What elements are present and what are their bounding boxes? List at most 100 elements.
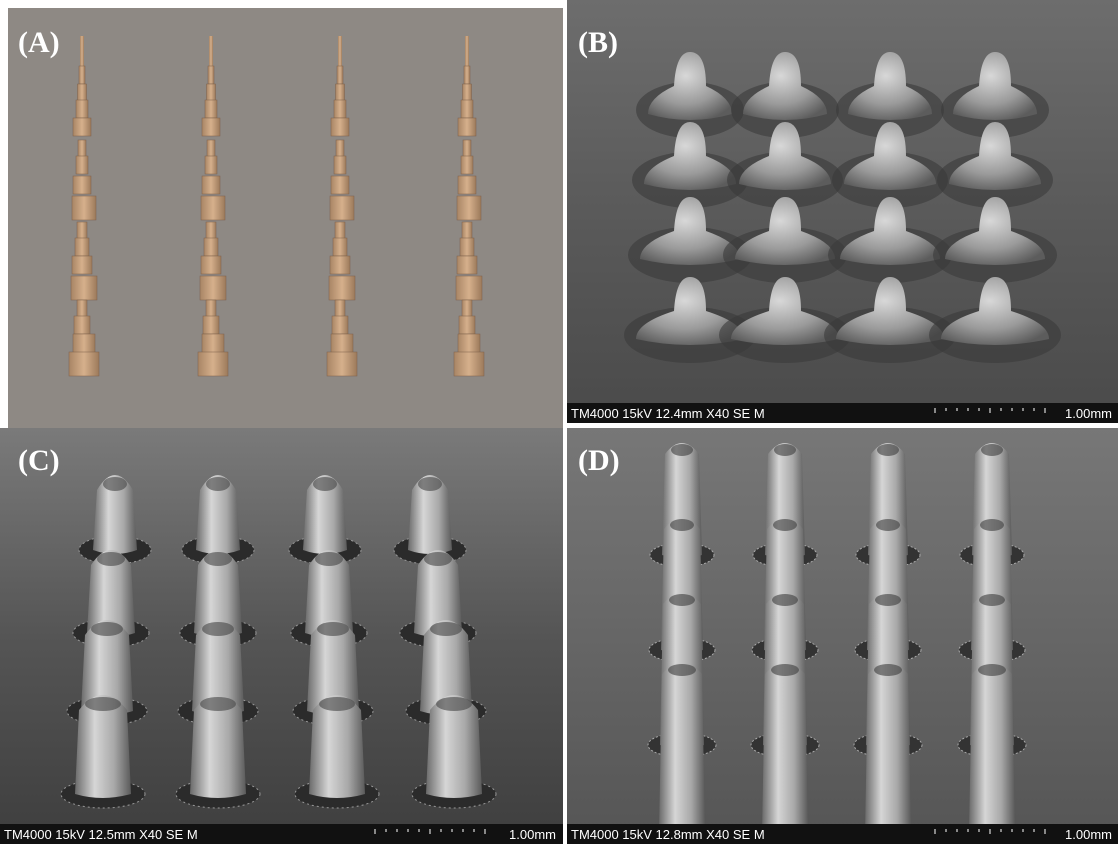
needle-step	[329, 276, 355, 300]
pillar	[659, 663, 705, 838]
scale-text: 1.00mm	[1065, 406, 1112, 421]
needle-step	[461, 100, 473, 118]
needle-tip	[209, 36, 213, 66]
pillar-tip	[877, 444, 899, 456]
needle-step	[204, 238, 218, 256]
pillar-tip	[430, 622, 462, 636]
needle-step	[458, 118, 476, 136]
needle-step	[334, 100, 346, 118]
pillar	[762, 663, 808, 838]
needle-step	[457, 256, 477, 274]
pillar-tip	[979, 594, 1005, 606]
needle-step	[458, 176, 476, 194]
needle-step	[459, 316, 475, 334]
needle-step	[462, 222, 472, 240]
needle-step	[457, 196, 481, 220]
needle-step	[71, 276, 97, 300]
pillar-tip	[202, 622, 234, 636]
needle-step	[72, 196, 96, 220]
info-text: TM4000 15kV 12.8mm X40 SE M	[571, 827, 765, 842]
pillar-tip	[313, 477, 337, 491]
needle-step	[201, 196, 225, 220]
info-text: TM4000 15kV 12.5mm X40 SE M	[4, 827, 198, 842]
figure: (A) (B) (C) (D) TM4000 15kV 12.4mm X40 S…	[0, 0, 1118, 844]
needle-step	[463, 140, 471, 158]
needle-step	[77, 300, 87, 318]
needle-step	[202, 118, 220, 136]
pillar-tip	[668, 664, 696, 676]
pillar-tip	[97, 552, 125, 566]
needle-step	[336, 84, 345, 102]
pillar-tip	[978, 664, 1006, 676]
needle-step	[327, 352, 357, 376]
pillar	[969, 663, 1015, 838]
pillar-tip	[319, 697, 355, 711]
pillar	[865, 663, 911, 838]
needle-step	[205, 100, 217, 118]
needle-step	[460, 238, 474, 256]
needle-step	[69, 352, 99, 376]
needle-tip	[80, 36, 84, 66]
panel-label: (B)	[578, 26, 618, 59]
needle-step	[332, 316, 348, 334]
needle-step	[74, 316, 90, 334]
pillar-tip	[670, 519, 694, 531]
needle-step	[73, 118, 91, 136]
needle-step	[335, 222, 345, 240]
panel-label: (C)	[18, 444, 60, 477]
pillar-tip	[773, 519, 797, 531]
needle-step	[203, 316, 219, 334]
needle-step	[76, 100, 88, 118]
needle-step	[206, 222, 216, 240]
pillar-tip	[91, 622, 123, 636]
info-text: TM4000 15kV 12.4mm X40 SE M	[571, 406, 765, 421]
needle-step	[79, 66, 85, 84]
pillar-tip	[669, 594, 695, 606]
pillar-tip	[315, 552, 343, 566]
pillar-tip	[206, 477, 230, 491]
needle-step	[462, 300, 472, 318]
needle-step	[461, 156, 473, 174]
needle-step	[75, 238, 89, 256]
pillar-tip	[980, 519, 1004, 531]
needle-step	[330, 256, 350, 274]
needle-tip	[338, 36, 342, 66]
needle-step	[72, 256, 92, 274]
needle-step	[331, 118, 349, 136]
pillar-tip	[85, 697, 121, 711]
pillar-tip	[876, 519, 900, 531]
pillar-tip	[200, 697, 236, 711]
needle-step	[335, 300, 345, 318]
needle-step	[331, 176, 349, 194]
pillar-tip	[317, 622, 349, 636]
panel-b-bg	[567, 0, 1118, 423]
needle-step	[76, 156, 88, 174]
needle-step	[202, 176, 220, 194]
pillar-tip	[771, 664, 799, 676]
needle-step	[78, 84, 87, 102]
needle-step	[205, 156, 217, 174]
needle-step	[336, 140, 344, 158]
panel-label: (D)	[578, 444, 620, 477]
needle-step	[207, 140, 215, 158]
pillar-tip	[103, 477, 127, 491]
needle-step	[201, 256, 221, 274]
needle-step	[330, 196, 354, 220]
panel-d-bg	[567, 428, 1118, 844]
needle-step	[73, 176, 91, 194]
panel-label: (A)	[18, 26, 60, 59]
needle-step	[78, 140, 86, 158]
pillar-tip	[874, 664, 902, 676]
needle-step	[198, 352, 228, 376]
pillar-tip	[204, 552, 232, 566]
needle-step	[337, 66, 343, 84]
pillar-tip	[436, 697, 472, 711]
needle-step	[454, 352, 484, 376]
scale-text: 1.00mm	[509, 827, 556, 842]
scale-text: 1.00mm	[1065, 827, 1112, 842]
needle-step	[208, 66, 214, 84]
pillar-tip	[424, 552, 452, 566]
needle-step	[334, 156, 346, 174]
needle-step	[207, 84, 216, 102]
needle-step	[200, 276, 226, 300]
